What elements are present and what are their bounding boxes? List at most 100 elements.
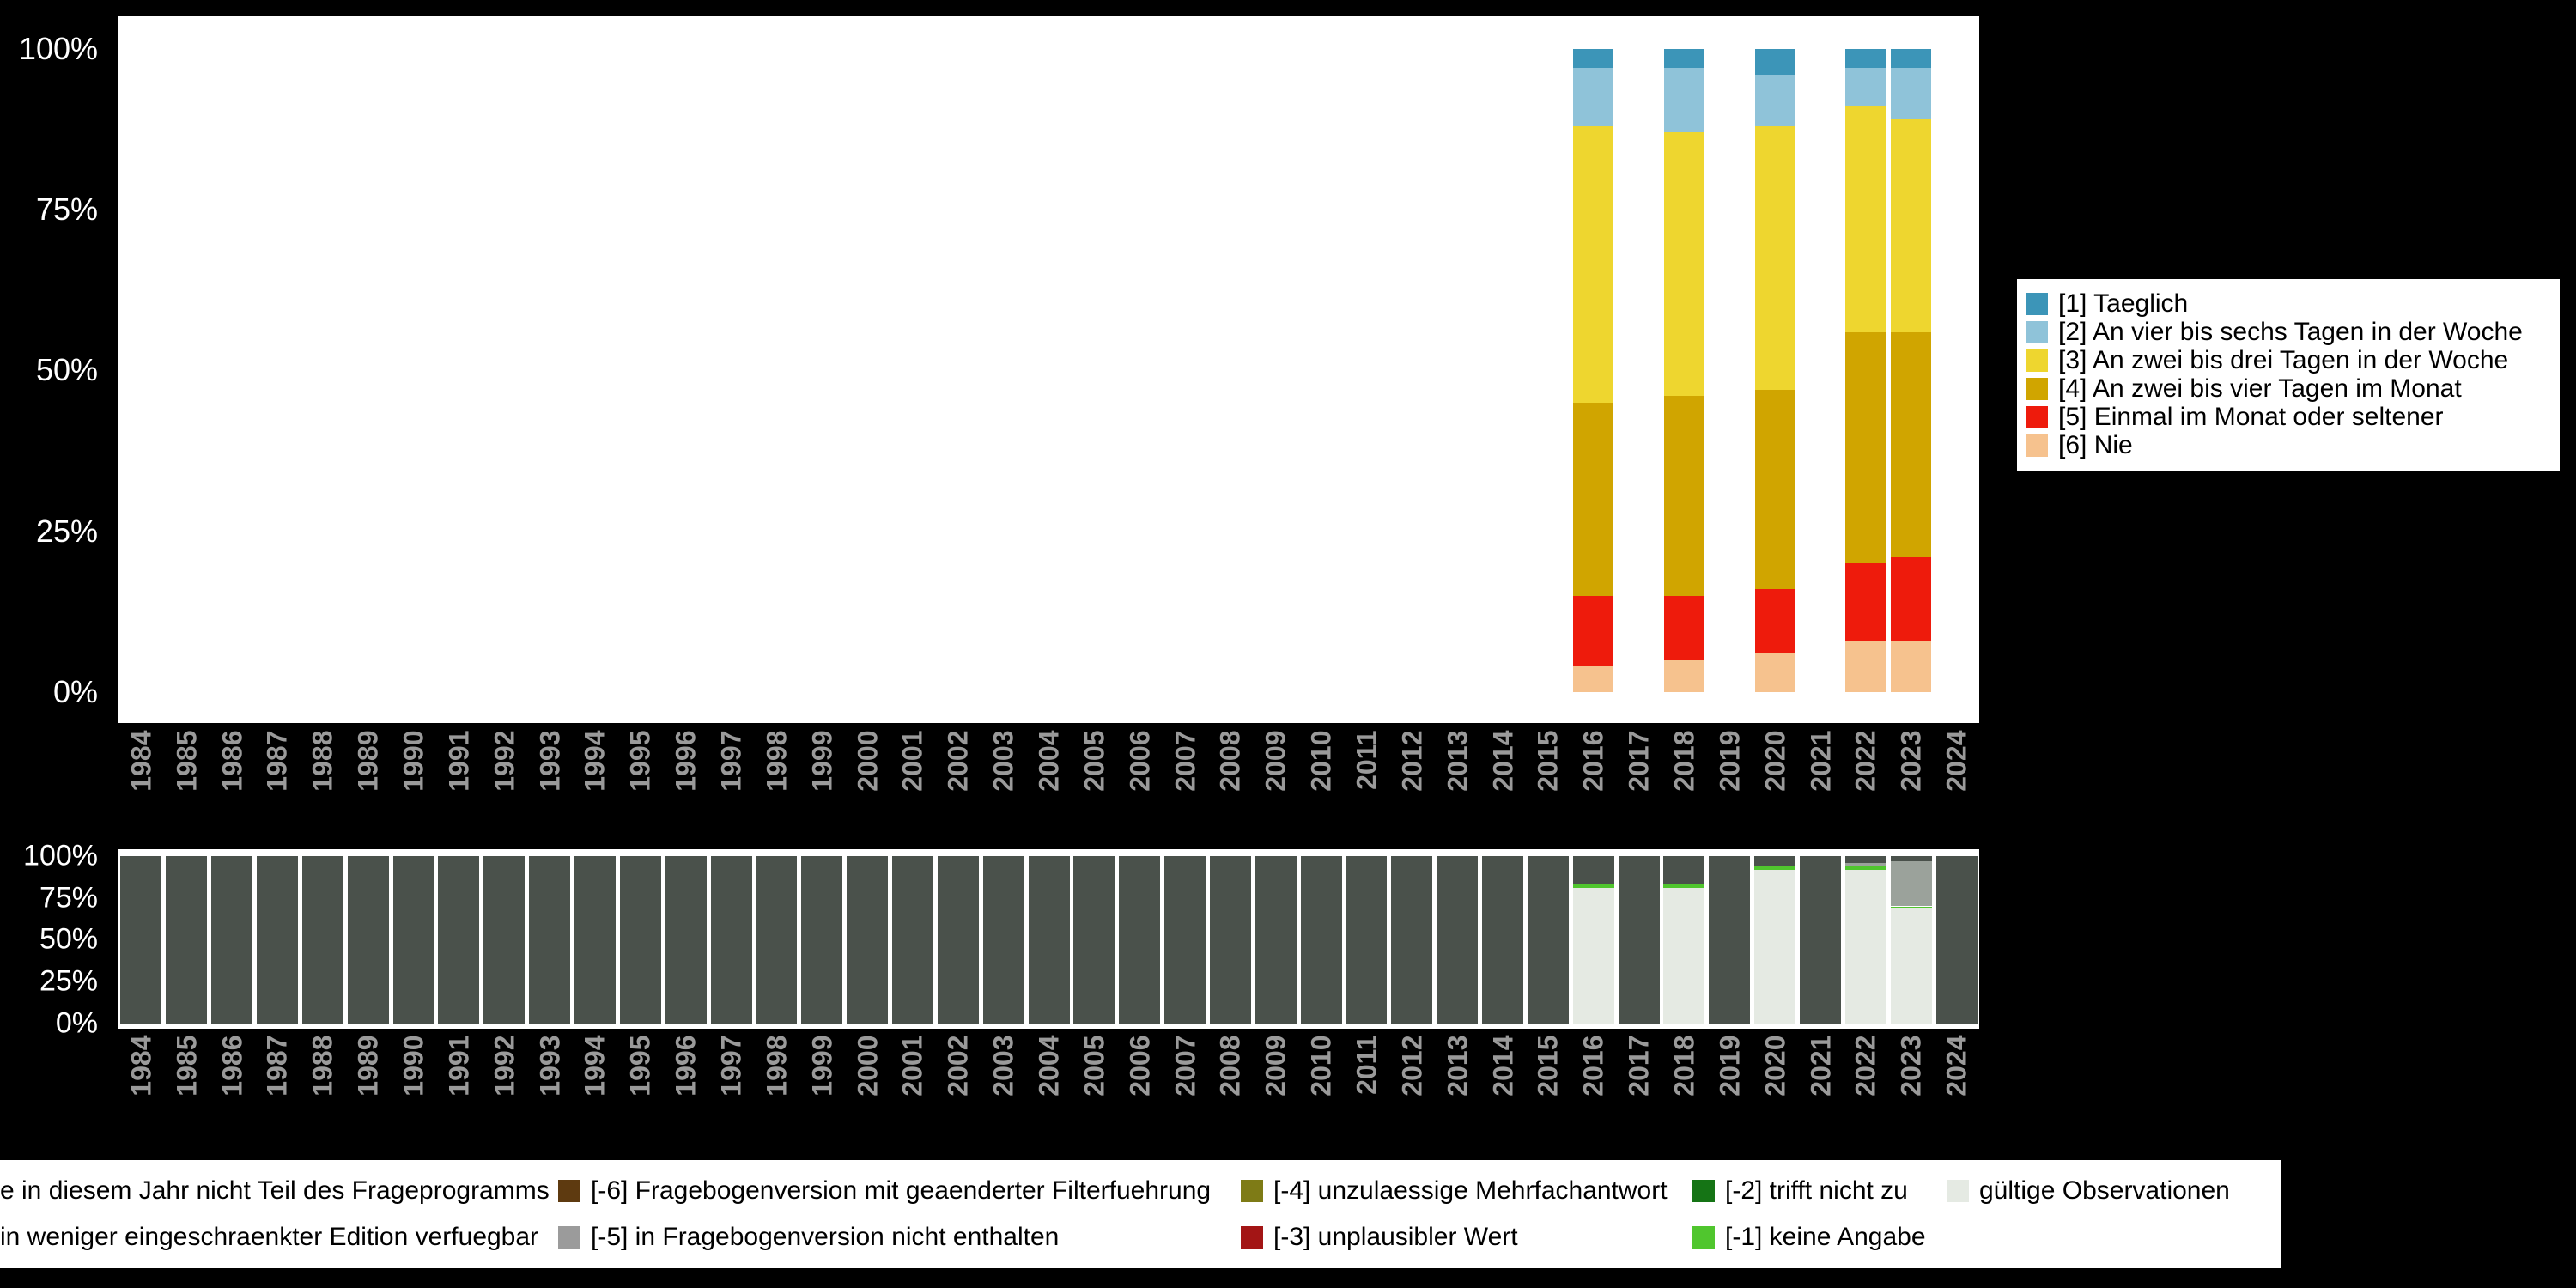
frequency-bar-segment (1755, 49, 1795, 75)
legend-entry: [3] An zwei bis drei Tagen in der Woche (2026, 346, 2551, 374)
x-axis-year-label: 2011 (1352, 731, 1381, 821)
x-axis-year-label: 1985 (172, 731, 201, 821)
frequency-bar-segment (1755, 653, 1795, 692)
frequency-bar-segment (1891, 557, 1931, 641)
x-axis-year-label: 1994 (580, 1036, 610, 1126)
legend-color-swatch (1692, 1180, 1715, 1202)
x-axis-year-label: 1993 (535, 1036, 564, 1126)
missingness-bar-segment (1482, 856, 1523, 1024)
top-chart-y-tick: 50% (0, 352, 105, 388)
x-axis-year-label: 1989 (354, 731, 383, 821)
x-axis-year-label: 2021 (1806, 731, 1835, 821)
missingness-bar-segment (574, 856, 616, 1024)
frequency-bar-segment (1891, 119, 1931, 331)
missingness-bar-segment (983, 856, 1024, 1024)
x-axis-year-label: 2004 (1035, 1036, 1064, 1126)
frequency-bar-segment (1845, 68, 1886, 106)
x-axis-year-label: 2006 (1125, 1036, 1154, 1126)
legend-color-swatch (558, 1180, 580, 1202)
missing-legend-label: gültige Observationen (1979, 1176, 2230, 1206)
x-axis-year-label: 1994 (580, 731, 610, 821)
x-axis-year-label: 2017 (1625, 1036, 1654, 1126)
frequency-bar-segment (1573, 49, 1613, 68)
missingness-bar-segment (1301, 856, 1342, 1024)
x-axis-year-label: 1999 (807, 1036, 836, 1126)
missingness-bar-segment (1528, 856, 1569, 1024)
missing-legend-label: [-6] Fragebogenversion mit geaenderter F… (591, 1176, 1211, 1206)
x-axis-year-label: 2009 (1261, 1036, 1291, 1126)
x-axis-year-label: 2018 (1669, 1036, 1698, 1126)
x-axis-year-label: 1992 (489, 731, 519, 821)
missingness-bar-segment (1164, 856, 1206, 1024)
missingness-bar-segment (756, 856, 797, 1024)
missingness-bar-segment (1754, 870, 1795, 1024)
missingness-bar-segment (620, 856, 661, 1024)
missingness-bar-segment (1709, 856, 1750, 1024)
missingness-bar-segment (211, 856, 252, 1024)
bottom-chart-y-tick: 0% (0, 1007, 105, 1041)
missingness-bar-segment (1029, 856, 1070, 1024)
legend-color-swatch (2026, 378, 2048, 400)
legend-color-swatch (2026, 434, 2048, 457)
missingness-bar-segment (801, 856, 842, 1024)
x-axis-year-label: 1988 (308, 731, 337, 821)
legend-entry: [2] An vier bis sechs Tagen in der Woche (2026, 318, 2551, 346)
x-axis-year-label: 2013 (1443, 731, 1472, 821)
missingness-bar-segment (1073, 856, 1115, 1024)
x-axis-year-label: 2017 (1625, 731, 1654, 821)
frequency-bar-segment (1845, 49, 1886, 68)
x-axis-year-label: 1984 (126, 1036, 155, 1126)
frequency-bar-segment (1573, 126, 1613, 403)
frequency-bar-segment (1891, 332, 1931, 557)
x-axis-year-label: 1986 (217, 731, 246, 821)
legend-color-swatch (2026, 406, 2048, 428)
missing-legend-entry: [-2] trifft nicht zu (1692, 1176, 1908, 1206)
x-axis-year-label: 2006 (1125, 731, 1154, 821)
x-axis-year-label: 1987 (263, 1036, 292, 1126)
x-axis-year-label: 2002 (944, 1036, 973, 1126)
x-axis-year-label: 1997 (717, 1036, 746, 1126)
missingness-bar-segment (529, 856, 570, 1024)
missing-legend-entry: [-6] Fragebogenversion mit geaenderter F… (558, 1176, 1211, 1206)
frequency-bar-segment (1845, 641, 1886, 692)
x-axis-year-label: 1999 (807, 731, 836, 821)
missingness-bar-segment (1573, 856, 1614, 884)
top-chart-y-tick: 75% (0, 191, 105, 228)
missingness-bar-segment (1845, 863, 1886, 866)
x-axis-year-label: 2019 (1715, 1036, 1744, 1126)
missing-legend-label: [-5] in Fragebogenversion nicht enthalte… (591, 1223, 1059, 1252)
x-axis-year-label: 1998 (762, 1036, 791, 1126)
frequency-bar-segment (1573, 596, 1613, 666)
missingness-bar-segment (166, 856, 207, 1024)
x-axis-year-label: 2010 (1307, 1036, 1336, 1126)
frequency-bar-segment (1755, 390, 1795, 589)
missingness-bar-segment (1663, 884, 1704, 888)
missing-legend-entry: [-4] unzulaessige Mehrfachantwort (1241, 1176, 1668, 1206)
missingness-bar-segment (1754, 866, 1795, 870)
missingness-bar-segment (1845, 866, 1886, 870)
legend-color-swatch (2026, 293, 2048, 315)
missingness-bar-segment (1891, 856, 1932, 861)
missingness-bar-segment (348, 856, 389, 1024)
frequency-bar-segment (1845, 563, 1886, 641)
frequency-bar-segment (1891, 68, 1931, 119)
x-axis-year-label: 2018 (1669, 731, 1698, 821)
frequency-bar-segment (1573, 666, 1613, 692)
missingness-bar-segment (438, 856, 479, 1024)
x-axis-year-label: 1987 (263, 731, 292, 821)
legend-color-swatch (1947, 1180, 1969, 1202)
legend-label: [4] An zwei bis vier Tagen im Monat (2058, 374, 2462, 404)
x-axis-year-label: 2008 (1216, 731, 1245, 821)
x-axis-year-label: 2013 (1443, 1036, 1472, 1126)
missingness-bar-segment (1936, 856, 1978, 1024)
missingness-bar-segment (120, 856, 161, 1024)
legend-entry: [6] Nie (2026, 431, 2551, 459)
legend-label: [1] Taeglich (2058, 289, 2188, 319)
missingness-legend: e in diesem Jahr nicht Teil des Fragepro… (0, 1160, 2281, 1268)
frequency-bar-segment (1664, 68, 1704, 132)
missingness-bar-segment (1119, 856, 1160, 1024)
legend-label: [6] Nie (2058, 431, 2133, 460)
missing-legend-label: [-1] keine Angabe (1725, 1223, 1926, 1252)
legend-color-swatch (2026, 321, 2048, 343)
missingness-bar-segment (257, 856, 298, 1024)
